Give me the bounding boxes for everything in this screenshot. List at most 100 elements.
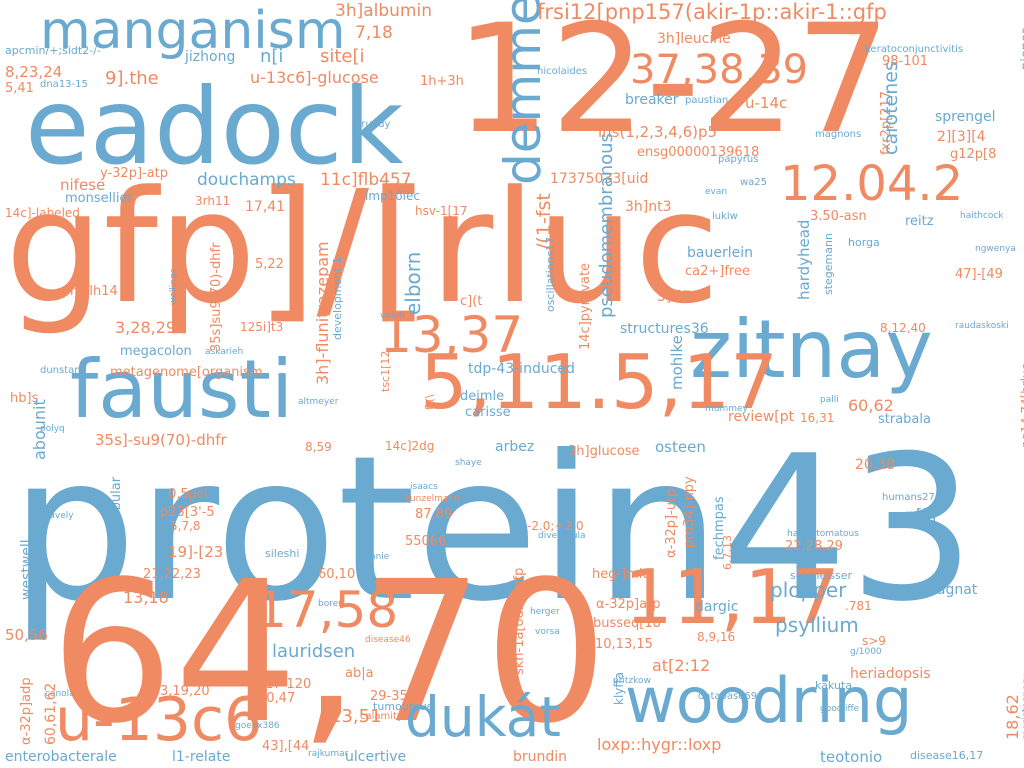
word-eadock: eadock [25, 66, 404, 188]
word-ger2: ger2 [785, 459, 806, 469]
word-dna13-15: dna13-15 [40, 79, 88, 90]
word-structures36: structures36 [620, 321, 709, 337]
word-2-3-4: 2][3][4 [937, 129, 986, 145]
word-13-37: 13,37 [380, 306, 524, 364]
word-carisse: carisse [465, 405, 511, 420]
word-demmel: demmel [494, 0, 552, 185]
word-westwell: westwell [19, 539, 35, 600]
word-calamity: calamity [360, 711, 403, 722]
word-strabala: strabala [878, 412, 931, 427]
word-dunstan: dunstan [40, 365, 81, 376]
word-pg14-74-hrluc: pg14.74[hrluc [1019, 363, 1024, 448]
word-gfp-rluc: gfp]/[rluc [5, 157, 720, 338]
word-11-17: 11,17 [625, 553, 840, 641]
word-5-41: 5,41 [5, 81, 34, 96]
word-polyq: polyq [40, 424, 65, 434]
word-osteen: osteen [655, 438, 706, 456]
word-winnie: winnie [360, 552, 390, 562]
word-35s-su9-70-dhfr: 35s]su9(70)-dhfr [209, 242, 224, 352]
word-5-22: 5,22 [255, 257, 284, 272]
word-17-41: 17,41 [245, 199, 286, 215]
word-klyffa: klyffa [612, 671, 626, 705]
word-canola: canola [45, 689, 75, 699]
word-sileshi: sileshi [265, 547, 300, 560]
word-skn-1a-dbd-gfp: skn-1a[δdbd]gfp [512, 567, 527, 675]
word-60-62: 60,62 [848, 396, 894, 415]
word-5-7: 5]-[7 [657, 289, 691, 305]
word-98-101: 98-101 [882, 54, 929, 69]
word-bauerlein: bauerlein [687, 245, 753, 261]
word-loxp-hygr-loxp: loxp::hygr::loxp [597, 735, 722, 754]
word-2-0-2-0: -2.0;+2.0 [527, 519, 584, 533]
word-psyllium: psyllium [775, 613, 859, 637]
word-u-13c6-glucose: u-13c6]-glucose [250, 68, 379, 87]
word-3h-nt3: 3h]nt3 [625, 199, 672, 215]
word-g12p-8: g12p[8 [950, 147, 997, 162]
word-47-49: 47]-[49 [955, 267, 1003, 282]
word-reitz: reitz [905, 214, 934, 229]
word-herger: herger [530, 607, 560, 617]
word-55066: 55066 [405, 534, 447, 549]
word-ca2-free: ca2+]free [685, 264, 750, 279]
word-protein43: protein43 [10, 413, 976, 646]
word-8-23-24: 8,23,24 [5, 63, 63, 81]
word-duk-t: dukát [405, 685, 561, 749]
word-0-5-ci: 0.5μci [168, 487, 208, 502]
word-12-04-2: 12.04.2 [780, 156, 964, 212]
word-g-1000: g/1000 [850, 647, 882, 657]
word-zitnay: zitnay [690, 303, 933, 396]
word-u-14c: u-14c [745, 94, 788, 112]
word-6-7-13: 6,7,13 [721, 535, 734, 570]
word-3h-flunitrazepam: 3h]-flunitrazepam [313, 241, 332, 385]
word-32p-utp: α-32p]-utp [664, 488, 679, 558]
word-vorsa: vorsa [535, 627, 560, 637]
word-8-9-16: 8,9,16 [697, 630, 736, 644]
word-douchamps: douchamps [197, 170, 296, 190]
word-19-23: 19]-[23 [168, 543, 224, 561]
word-5-11-5-17: 5,11.5,17 [420, 338, 778, 426]
word-p-iii: p[iii [905, 506, 937, 526]
word-32p-adp: α-32p]adp [19, 677, 34, 745]
word-21-22-23: 21,22,23 [143, 567, 201, 582]
word-nifese: nifese [60, 176, 106, 194]
word-125i-t3: 125i]t3 [240, 320, 284, 334]
word-teotonio: teotonio [820, 748, 883, 766]
word-sprengel: sprengel [935, 109, 996, 125]
word-frsi12-pnp157-akir-1p-akir-1-gfp: frsi12[pnp157(akir-1p::akir-1::gfp [537, 0, 887, 24]
word-horga: horga [848, 236, 880, 249]
word-s-9: s>9 [862, 634, 886, 648]
word-lauridsen: lauridsen [272, 641, 356, 662]
word-22-28-29: 22,28,29 [785, 539, 843, 554]
word-bagnat: bagnat [928, 582, 978, 598]
word-tsc1-12: tsc1[12 [379, 350, 392, 392]
word-imp1-iec: imp1δiec [365, 189, 420, 203]
word-23-51: 23,51 [330, 706, 382, 727]
word-20-38: 20,38 [855, 457, 896, 473]
word-kunzelmann: kunzelmann [405, 494, 460, 504]
word-at-2-12: at[2:12 [652, 656, 711, 675]
word-29-35: 29-35 [370, 689, 408, 704]
word-keratoconjunctivitis: keratoconjunctivitis [865, 44, 964, 55]
word-17375033-uid: 17375033[uid [550, 171, 649, 187]
word-3-19-20: 3,19,20 [160, 684, 210, 699]
word-pretubular: pretubular [109, 476, 124, 545]
word-palli: palli [820, 395, 839, 405]
word-9-the: 9].the [105, 68, 159, 89]
word-paustian: paustian [685, 95, 729, 106]
word-87-89: 87,89 [415, 507, 453, 522]
word-17-58: 17,58 [255, 581, 399, 639]
word-pseudomembranous: pseudomembranous [596, 133, 617, 318]
word-3rh11: 3rh11 [195, 194, 231, 208]
word-megacolon: megacolon [120, 344, 192, 359]
word-diverticula: diverticula [538, 531, 586, 541]
word-32p-atp: α-32p]atp [596, 597, 661, 612]
word-plopper: plopper [770, 578, 847, 602]
word-f: f\(\ [423, 394, 436, 410]
word-database69: database69 [698, 691, 758, 702]
word-13-18: 13,18 [123, 588, 169, 607]
word-deimle: deimle [460, 389, 505, 404]
word-3-28-29: 3,28,29 [115, 318, 177, 337]
word-metagenome-organism: metagenome[organism [110, 365, 263, 380]
word-disease46: disease46 [365, 635, 411, 645]
word-y-32p-atp: y-32p]-atp [100, 166, 169, 181]
